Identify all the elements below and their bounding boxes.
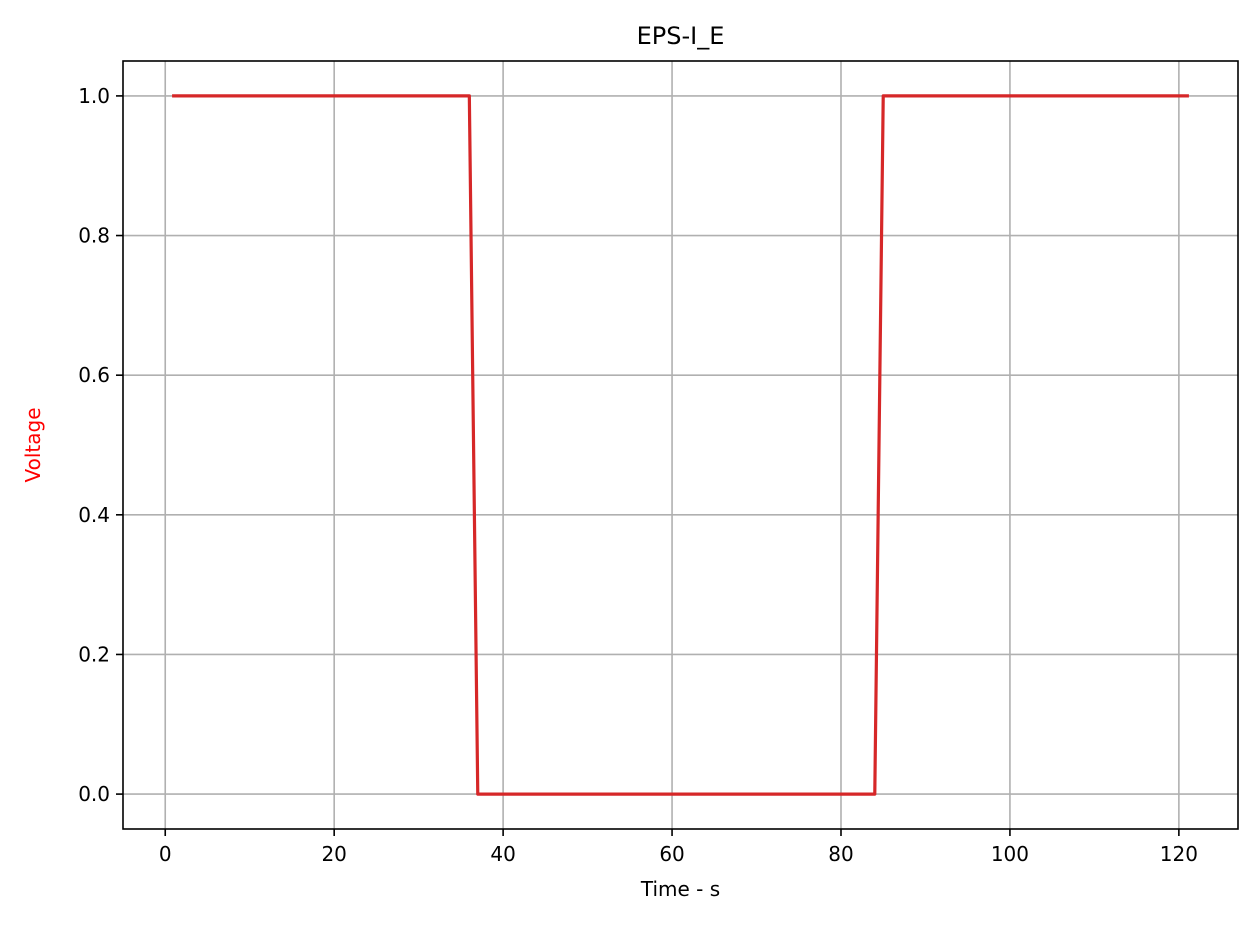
- plot-frame: [122, 60, 1239, 830]
- y-tick-label: 0.2: [78, 642, 110, 666]
- series-layer: [172, 94, 1189, 796]
- x-tick-label: 80: [828, 842, 853, 866]
- x-axis-label: Time - s: [640, 877, 720, 901]
- y-axis-label: Voltage: [21, 407, 45, 482]
- tick-layer: 0 20 40 60 80 100 120 0.0 0.2 0.4 0.6 0.8 1.0: [78, 84, 1198, 866]
- series-line: [172, 94, 1189, 796]
- y-tick-label: 0.4: [78, 503, 110, 527]
- y-tick-label: 0.8: [78, 224, 110, 248]
- y-tick-label: 1.0: [78, 84, 110, 108]
- x-tick-label: 120: [1160, 842, 1198, 866]
- chart-title: EPS-I_E: [637, 22, 725, 50]
- x-tick-label: 20: [321, 842, 346, 866]
- y-tick-label: 0.0: [78, 782, 110, 806]
- y-tick-label: 0.6: [78, 363, 110, 387]
- x-tick-label: 100: [991, 842, 1029, 866]
- x-tick-label: 40: [490, 842, 515, 866]
- x-tick-label: 60: [659, 842, 684, 866]
- x-tick-label: 0: [159, 842, 172, 866]
